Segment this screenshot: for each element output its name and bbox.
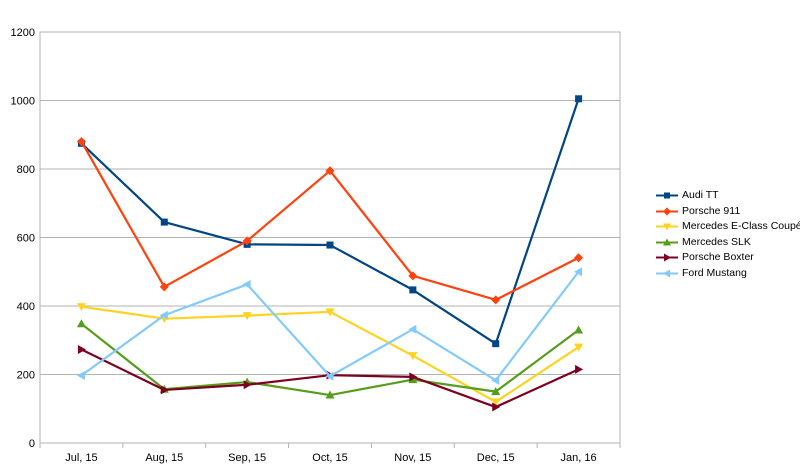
data-point [242, 312, 252, 321]
data-point [76, 303, 86, 312]
legend-marker-icon [656, 269, 678, 277]
legend-marker [663, 238, 671, 245]
data-point [491, 375, 500, 385]
data-point [76, 319, 86, 328]
data-point [575, 364, 584, 374]
data-point [325, 390, 335, 399]
data-point [326, 241, 334, 249]
data-point [242, 236, 252, 246]
data-point [409, 286, 417, 294]
legend-label: Porsche Boxter [682, 251, 754, 263]
chart-legend: Audi TT Porsche 911 Mercedes E-Class Coupé… [655, 188, 800, 282]
y-tick-label: 1200 [11, 27, 35, 39]
legend-item: Ford Mustang [655, 266, 795, 282]
data-point [574, 253, 584, 263]
legend-marker [663, 223, 671, 231]
data-point [574, 343, 584, 352]
data-point [325, 166, 335, 176]
x-tick-label: Dec, 15 [477, 452, 515, 464]
legend-item: Porsche 911 [655, 204, 795, 220]
series-line [80, 322, 580, 397]
y-tick-label: 200 [17, 370, 35, 382]
x-tick-label: Jul, 15 [65, 452, 97, 464]
data-point [409, 372, 418, 382]
data-point [76, 371, 85, 381]
data-point [491, 398, 501, 407]
data-point [574, 267, 583, 277]
legend-marker [663, 269, 670, 277]
legend-label: Ford Mustang [682, 266, 747, 279]
legend-marker [664, 253, 671, 262]
legend-marker-icon [656, 192, 678, 199]
data-point [159, 310, 168, 320]
legend-label: Audi TT [682, 189, 719, 201]
legend-marker-icon [656, 253, 678, 262]
y-tick-label: 1000 [11, 96, 35, 108]
series-line [80, 98, 580, 345]
x-tick-label: Jan, 16 [561, 452, 597, 464]
data-point [492, 402, 501, 412]
legend-item: Audi TT [655, 188, 795, 204]
x-tick-label: Oct, 15 [312, 452, 347, 464]
legend-marker-icon [656, 223, 678, 231]
data-point [408, 352, 418, 361]
series-line [80, 271, 580, 382]
data-point [77, 344, 86, 354]
legend-label: Mercedes E-Class Coupé [682, 220, 800, 232]
series-ford-mustang [76, 267, 583, 385]
series-line [80, 141, 580, 301]
y-tick-label: 600 [17, 233, 35, 245]
y-tick-label: 800 [17, 164, 35, 176]
legend-label: Porsche 911 [682, 204, 741, 217]
data-point [575, 95, 583, 103]
data-point [408, 271, 418, 281]
data-point [325, 308, 335, 317]
legend-item: Mercedes SLK [655, 235, 795, 251]
data-point [160, 385, 169, 395]
legend-item: Porsche Boxter [655, 250, 795, 266]
legend-marker [663, 207, 671, 215]
series-mercedes-e-class-coup- [76, 303, 584, 407]
data-point [76, 137, 86, 147]
data-point [325, 371, 334, 381]
data-point [492, 340, 500, 348]
y-tick-label: 0 [29, 438, 35, 450]
series-mercedes-slk [76, 319, 584, 399]
data-point [242, 279, 251, 289]
data-point [491, 295, 501, 305]
data-point [243, 380, 252, 390]
x-tick-label: Sep, 15 [228, 452, 266, 464]
x-tick-label: Nov, 15 [394, 452, 431, 464]
legend-label: Mercedes SLK [682, 235, 751, 248]
plot-frame [39, 31, 621, 444]
data-point [491, 387, 501, 396]
legend-item: Mercedes E-Class Coupé [655, 219, 800, 235]
legend-marker [664, 192, 670, 199]
y-tick-label: 400 [17, 301, 35, 313]
legend-marker-icon [656, 207, 678, 215]
x-tick-label: Aug, 15 [145, 452, 183, 464]
series-porsche-911 [76, 137, 584, 305]
data-point [574, 325, 584, 334]
legend-marker-icon [656, 238, 678, 245]
data-point [160, 218, 168, 226]
data-point [408, 324, 417, 334]
data-point [159, 282, 169, 292]
